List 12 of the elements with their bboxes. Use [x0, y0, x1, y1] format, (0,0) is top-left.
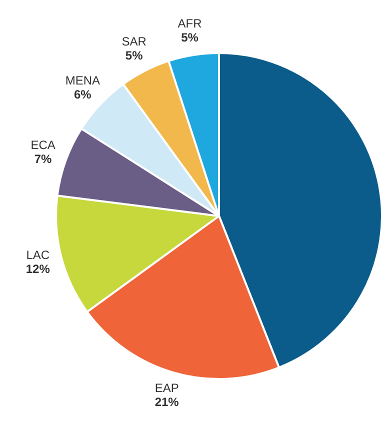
data-label: 21%	[154, 394, 180, 409]
slice-label: AFR	[178, 16, 202, 31]
slice-label: ECA	[30, 138, 56, 152]
data-label: 6%	[74, 87, 92, 102]
slice-label: LAC	[26, 248, 50, 262]
slice-label: EAP	[154, 380, 179, 395]
slice-label: MENA	[65, 73, 100, 88]
data-label: 7%	[34, 152, 52, 166]
data-label: 12%	[26, 262, 50, 276]
slice-label: SAR	[122, 34, 147, 49]
data-label: 5%	[125, 48, 144, 63]
data-label: 5%	[181, 30, 199, 45]
